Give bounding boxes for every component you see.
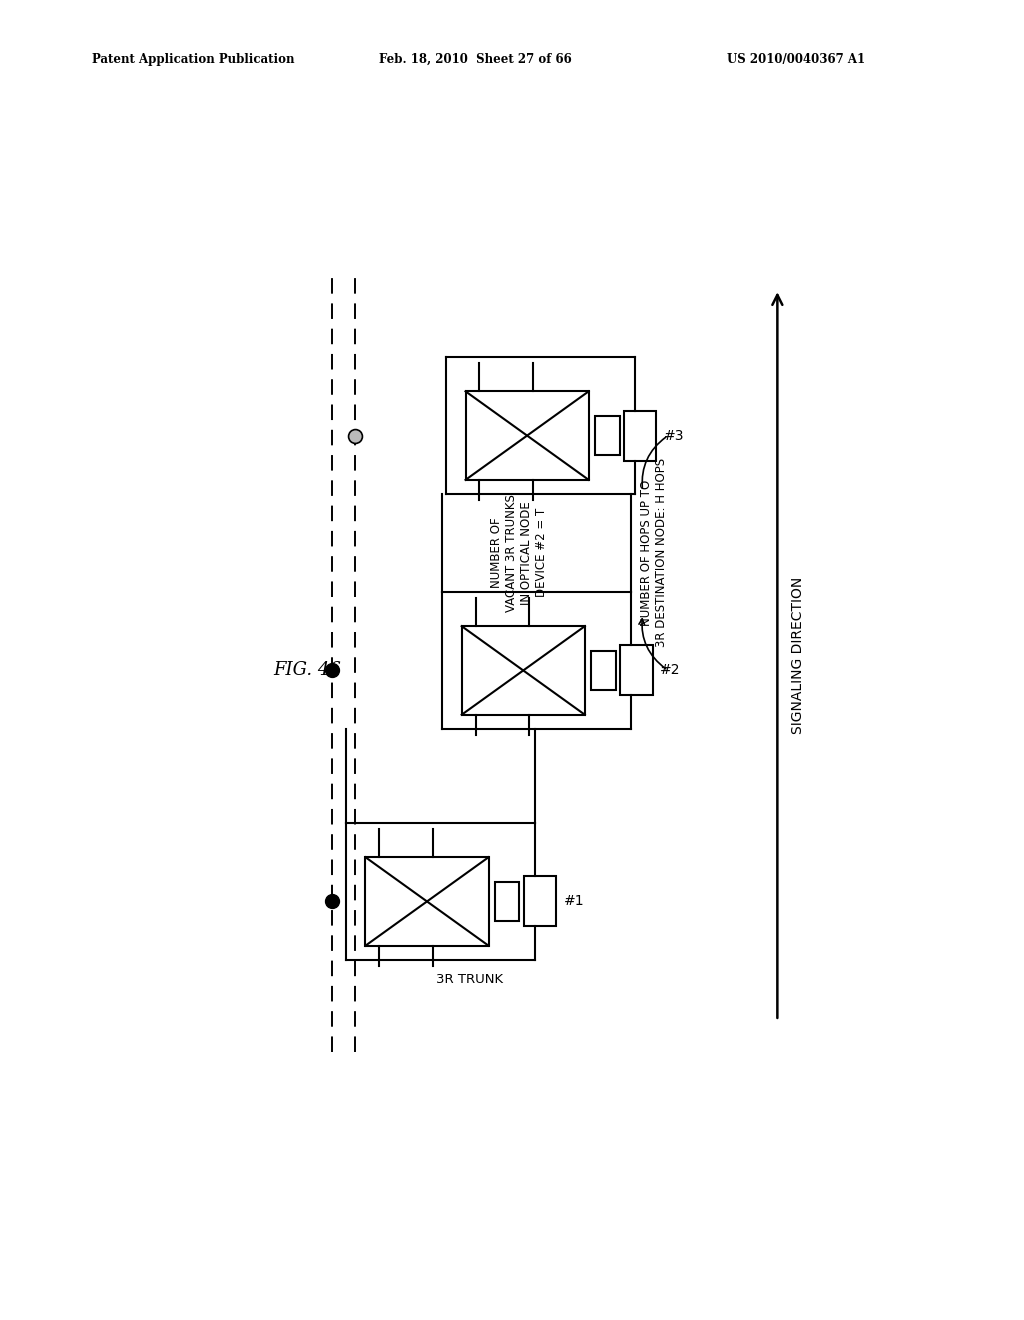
Text: NUMBER OF HOPS UP TO
3R DESTINATION NODE: H HOPS: NUMBER OF HOPS UP TO 3R DESTINATION NODE…	[640, 458, 669, 647]
Text: NUMBER OF
VACANT 3R TRUNKS
IN OPTICAL NODE
DEVICE #2 = T: NUMBER OF VACANT 3R TRUNKS IN OPTICAL NO…	[490, 494, 549, 611]
Bar	[495, 882, 519, 921]
Text: Patent Application Publication: Patent Application Publication	[92, 53, 295, 66]
Bar	[366, 857, 488, 945]
Bar	[621, 645, 652, 696]
Text: FIG. 46: FIG. 46	[273, 661, 341, 680]
Text: 3R TRUNK: 3R TRUNK	[436, 973, 503, 986]
Text: #1: #1	[564, 895, 585, 908]
Bar	[595, 416, 620, 455]
Text: Feb. 18, 2010  Sheet 27 of 66: Feb. 18, 2010 Sheet 27 of 66	[379, 53, 571, 66]
Bar	[591, 651, 615, 689]
Text: #3: #3	[665, 429, 685, 442]
Text: SIGNALING DIRECTION: SIGNALING DIRECTION	[792, 577, 805, 734]
Bar	[462, 626, 585, 714]
Text: #2: #2	[660, 664, 681, 677]
Bar	[466, 391, 589, 480]
Text: US 2010/0040367 A1: US 2010/0040367 A1	[727, 53, 865, 66]
Bar	[625, 411, 656, 461]
Bar	[524, 876, 556, 927]
